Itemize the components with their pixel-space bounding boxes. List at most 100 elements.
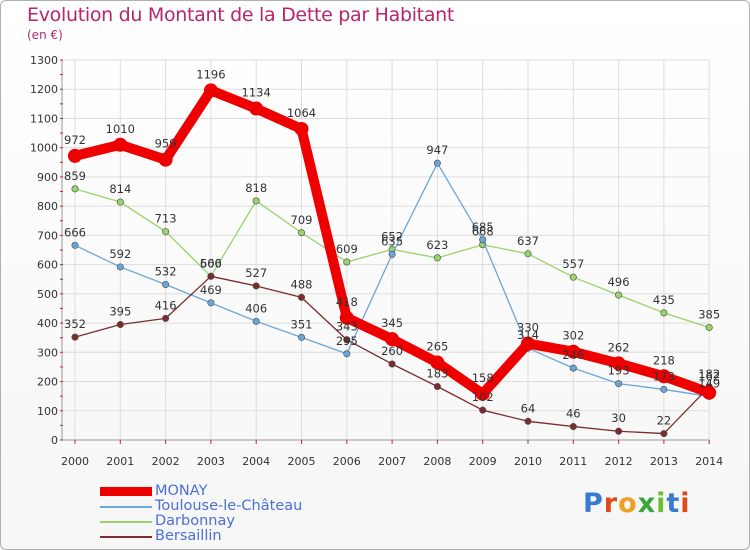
data-label: 64	[521, 401, 536, 415]
chart-subtitle: (en €)	[27, 28, 63, 42]
data-label: 606	[200, 256, 222, 270]
data-point-toulouse-le-chateau	[388, 250, 396, 258]
data-label: 260	[381, 344, 403, 358]
data-label: 709	[291, 213, 313, 227]
data-point-toulouse-le-chateau	[660, 385, 668, 393]
data-point-toulouse-le-chateau	[252, 317, 260, 325]
series-lines	[68, 83, 717, 438]
data-label: 488	[291, 277, 313, 291]
data-label: 666	[64, 225, 86, 239]
data-label: 162	[698, 370, 720, 384]
y-tick-label: 600	[37, 259, 58, 272]
data-label: 635	[381, 234, 403, 248]
data-point-bersaillin	[388, 360, 396, 368]
data-point-monay	[656, 369, 671, 384]
data-label: 947	[426, 143, 448, 157]
x-tick-label: 2005	[288, 455, 316, 468]
data-label: 30	[611, 411, 626, 425]
y-tick-label: 300	[37, 346, 58, 359]
data-point-monay	[203, 83, 218, 98]
x-tick-label: 2006	[333, 455, 361, 468]
data-label: 352	[64, 317, 86, 331]
data-point-monay	[521, 336, 535, 351]
data-point-darbonnay	[705, 323, 713, 331]
data-label: 496	[608, 275, 630, 289]
data-label: 560	[200, 256, 222, 270]
data-point-monay	[566, 344, 581, 359]
data-label: 652	[381, 229, 403, 243]
data-label: 295	[336, 334, 358, 348]
data-label: 418	[336, 295, 358, 309]
data-point-monay	[68, 148, 82, 163]
data-label: 557	[562, 257, 584, 271]
data-label: 218	[653, 353, 675, 367]
data-label: 1134	[242, 86, 271, 100]
y-tick-label: 0	[51, 434, 58, 447]
data-point-monay	[430, 355, 445, 370]
data-label: 592	[109, 247, 131, 261]
x-tick-label: 2007	[378, 455, 406, 468]
y-tick-label: 200	[37, 376, 58, 389]
data-label: 859	[64, 169, 86, 183]
data-label: 972	[64, 133, 86, 147]
x-tick-label: 2008	[423, 455, 451, 468]
data-label: 330	[517, 321, 539, 335]
data-point-darbonnay	[116, 198, 124, 206]
data-point-toulouse-le-chateau	[343, 350, 351, 358]
data-label: 959	[155, 137, 177, 151]
data-label: 149	[698, 376, 720, 390]
legend-label: MONAY	[155, 483, 208, 499]
x-tick-label: 2002	[152, 455, 180, 468]
data-label: 302	[562, 329, 584, 343]
data-point-darbonnay	[71, 185, 79, 193]
data-point-toulouse-le-chateau	[569, 364, 577, 372]
x-tick-label: 2003	[197, 455, 225, 468]
data-point-darbonnay	[252, 197, 260, 205]
x-tick-label: 2009	[469, 455, 497, 468]
data-point-bersaillin	[71, 333, 79, 341]
data-point-bersaillin	[252, 282, 260, 290]
data-label: 351	[291, 317, 313, 331]
data-label: 1064	[287, 106, 316, 120]
chart-title: Evolution du Montant de la Dette par Hab…	[27, 4, 455, 26]
data-point-monay	[702, 385, 717, 400]
grid	[62, 59, 710, 441]
x-tick-label: 2010	[514, 455, 542, 468]
data-label: 532	[155, 264, 177, 278]
y-tick-label: 1200	[30, 83, 58, 96]
data-label: 1196	[196, 67, 225, 81]
x-tick-label: 2004	[242, 455, 270, 468]
data-label: 609	[336, 242, 358, 256]
data-label: 469	[200, 283, 222, 297]
data-label: 385	[698, 307, 720, 321]
data-label: 406	[245, 301, 267, 315]
data-point-darbonnay	[660, 309, 668, 317]
data-label: 343	[336, 320, 358, 334]
proxiti-logo: Proxiti	[583, 488, 691, 519]
data-point-bersaillin	[207, 272, 215, 280]
data-point-monay	[385, 332, 400, 347]
data-point-toulouse-le-chateau	[207, 299, 215, 307]
data-label: 685	[472, 220, 494, 234]
x-tick-label: 2000	[61, 455, 89, 468]
data-point-bersaillin	[297, 293, 305, 301]
data-point-bersaillin	[116, 321, 124, 329]
x-tick-label: 2001	[106, 455, 134, 468]
legend-label: Darbonnay	[155, 513, 235, 529]
legend-label: Toulouse-le-Château	[155, 498, 303, 514]
y-tick-label: 700	[37, 229, 58, 242]
data-point-toulouse-le-chateau	[162, 280, 170, 288]
legend-item-darbonnay: Darbonnay	[100, 514, 302, 529]
y-tick-label: 1000	[30, 142, 58, 155]
data-label: 818	[245, 181, 267, 195]
y-tick-label: 1300	[30, 54, 58, 67]
data-point-monay	[113, 137, 128, 152]
y-tick-label: 800	[37, 200, 58, 213]
data-point-toulouse-le-chateau	[479, 236, 487, 244]
data-label: 158	[472, 371, 494, 385]
data-label: 814	[109, 182, 131, 196]
data-point-monay	[475, 386, 490, 401]
data-label: 182	[698, 367, 720, 381]
data-label: 527	[245, 266, 267, 280]
